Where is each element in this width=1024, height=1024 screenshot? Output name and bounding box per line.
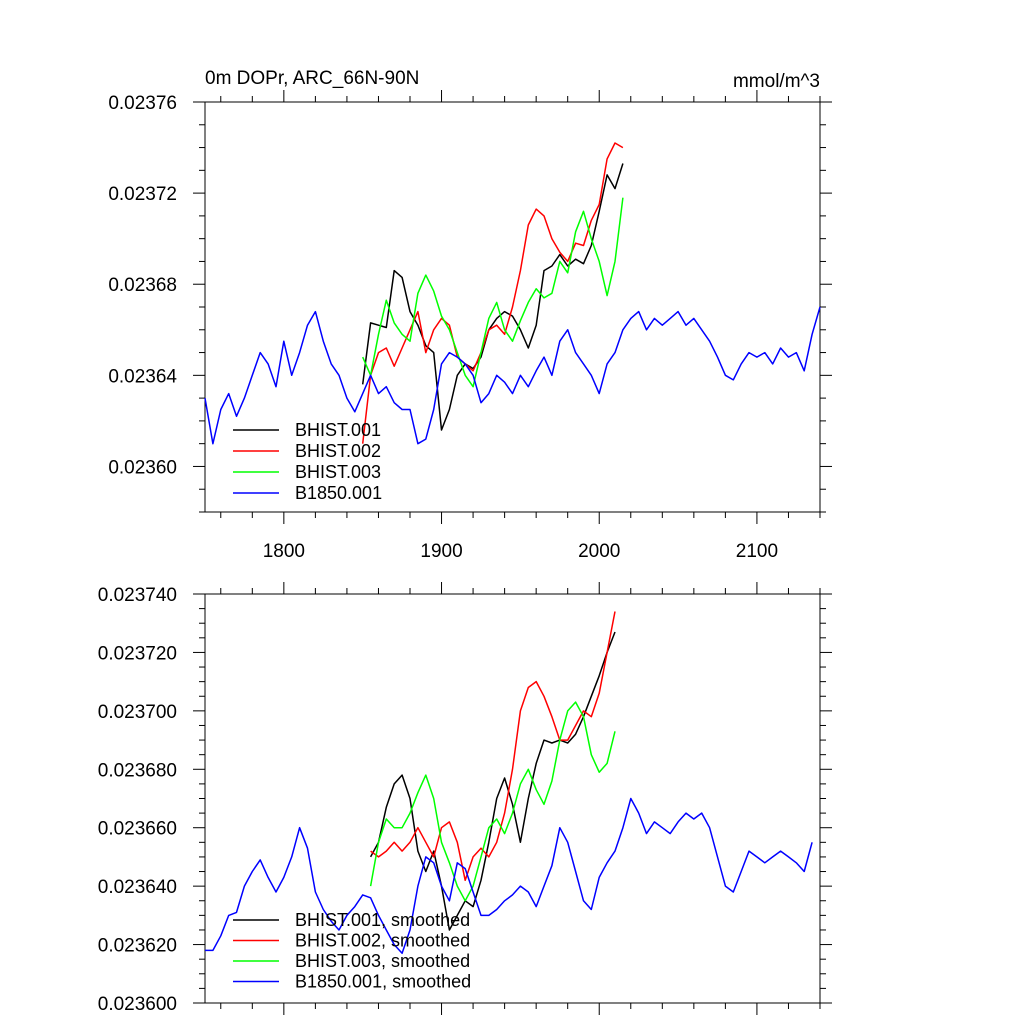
series-line-1 [361, 163, 624, 431]
y-tick-label: 0.023680 [98, 760, 177, 781]
series-line-3 [362, 197, 624, 388]
y-tick-label: 0.023640 [98, 877, 177, 898]
chart-title-right: mmol/m^3 [733, 71, 820, 92]
y-tick-label: 0.02376 [108, 93, 177, 114]
y-tick-label: 0.02364 [108, 366, 177, 387]
y-tick-label: 0.023600 [98, 994, 177, 1015]
y-tick-label: 0.023720 [98, 643, 177, 664]
bottom-panel: 0.023600 0.023620 0.023640 0.023660 0.023680… [98, 582, 832, 1015]
y-tick-label: 0.023660 [98, 819, 177, 840]
legend-label: BHIST.002 [295, 441, 381, 461]
x-tick-label: 2100 [736, 541, 778, 562]
top-panel: 1800 1900 2000 2100 0.02360 0.02364 0.02368 0.0… [108, 90, 832, 562]
x-tick-label: 1800 [263, 541, 305, 562]
legend-label: BHIST.001, smoothed [295, 910, 470, 930]
legend-label: BHIST.002, smoothed [295, 931, 470, 951]
x-tick-label: 1900 [420, 541, 462, 562]
series-line-3 [369, 701, 616, 902]
chart-title-left: 0m DOPr, ARC_66N-90N [205, 68, 419, 89]
series-line-4 [205, 797, 813, 955]
series-line-4 [204, 306, 821, 445]
series-line-1 [369, 631, 616, 931]
y-tick-label: 0.02360 [108, 457, 177, 478]
y-tick-label: 0.023620 [98, 936, 177, 957]
series-line-2 [361, 142, 624, 444]
legend-label: B1850.001, smoothed [295, 972, 471, 992]
legend-label: BHIST.003 [295, 462, 381, 482]
y-tick-label: 0.023700 [98, 702, 177, 723]
legend-label: BHIST.003, smoothed [295, 951, 470, 971]
y-tick-label: 0.023740 [98, 585, 177, 606]
y-tick-label: 0.02372 [108, 184, 177, 205]
legend-label: B1850.001 [295, 483, 382, 503]
legend-label: BHIST.001 [295, 420, 381, 440]
series-line-2 [370, 611, 616, 882]
x-tick-label: 2000 [578, 541, 620, 562]
y-tick-label: 0.02368 [108, 275, 177, 296]
